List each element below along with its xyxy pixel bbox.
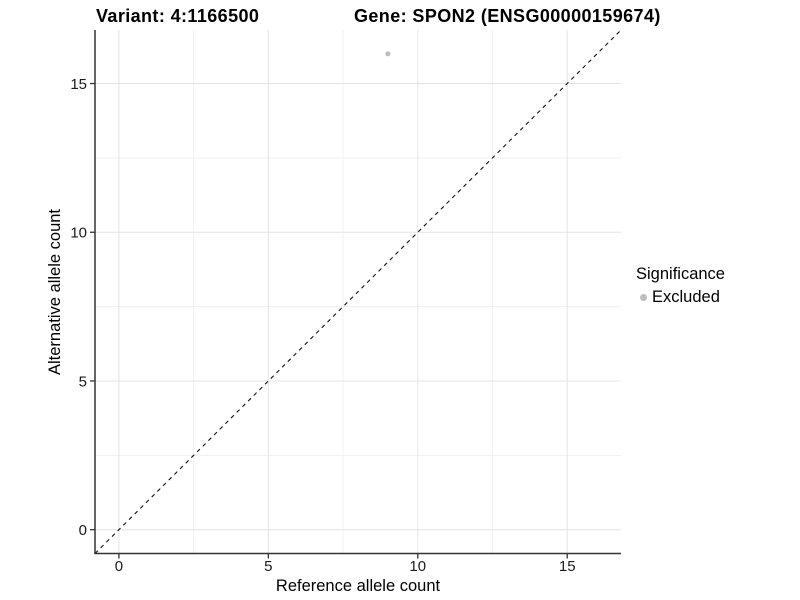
identity-line bbox=[94, 29, 622, 554]
axis-ticks bbox=[90, 82, 568, 559]
gridlines-major bbox=[95, 30, 621, 554]
y-axis-title: Alternative allele count bbox=[46, 209, 64, 375]
data-points bbox=[385, 51, 391, 57]
excluded-point-icon bbox=[640, 294, 647, 301]
identity-dashed-line bbox=[94, 29, 622, 554]
legend: Significance Excluded bbox=[636, 265, 725, 307]
data-point-excluded bbox=[385, 51, 391, 57]
x-axis-title: Reference allele count bbox=[276, 577, 441, 595]
y-tick-label: 10 bbox=[70, 225, 87, 242]
legend-title: Significance bbox=[636, 265, 725, 283]
legend-entry-label: Excluded bbox=[652, 288, 720, 306]
y-tick-label: 15 bbox=[70, 76, 87, 93]
x-tick-label: 15 bbox=[559, 558, 576, 575]
axis-tick-labels: 0 5 10 15 0 5 10 15 bbox=[70, 76, 575, 575]
x-tick-label: 5 bbox=[264, 558, 272, 575]
gridlines-minor bbox=[95, 30, 621, 554]
y-tick-label: 5 bbox=[79, 373, 87, 390]
x-tick-label: 0 bbox=[115, 558, 123, 575]
y-tick-label: 0 bbox=[79, 522, 87, 539]
x-tick-label: 10 bbox=[409, 558, 426, 575]
axis-lines bbox=[94, 30, 621, 555]
variant-title: Variant: 4:1166500 bbox=[96, 6, 260, 26]
legend-entry-excluded: Excluded bbox=[636, 288, 725, 307]
gene-title: Gene: SPON2 (ENSG00000159674) bbox=[354, 6, 661, 26]
